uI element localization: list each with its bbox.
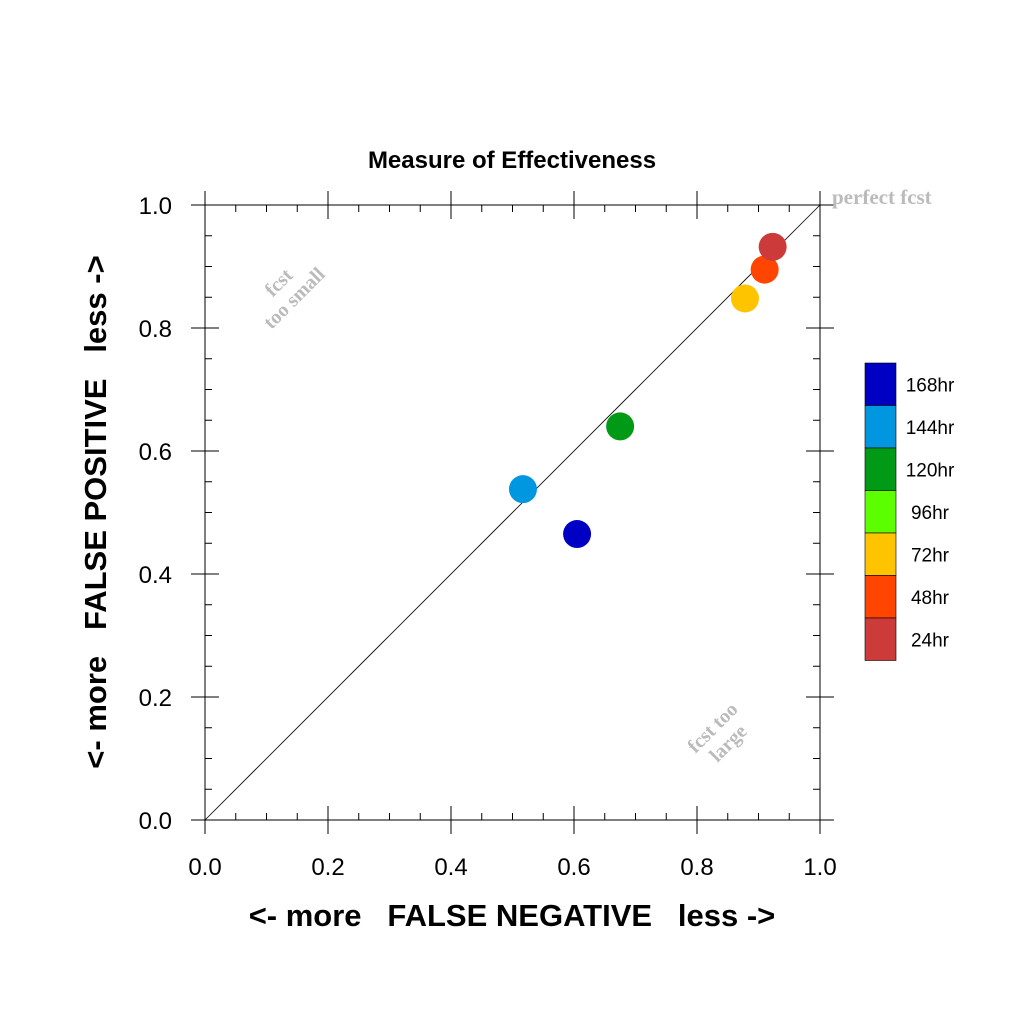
- perfect-forecast-diagonal: [204, 204, 821, 821]
- x-tick-label: 0.4: [434, 854, 467, 881]
- legend-label-168hr: 168hr: [906, 375, 955, 396]
- data-point-24hr: [758, 232, 787, 261]
- legend-swatch-96hr: [864, 490, 897, 534]
- data-point-168hr: [563, 520, 592, 549]
- data-point-48hr: [750, 255, 779, 284]
- legend-label-96hr: 96hr: [911, 503, 950, 524]
- annotation-fcst-too-small: fcst too small: [259, 263, 329, 333]
- y-tick-label: 0.6: [139, 439, 172, 466]
- annotation-perfect-fcst: perfect fcst: [832, 185, 932, 209]
- y-tick-label: 0.4: [139, 562, 172, 589]
- annotation-too-small-line2: too small: [259, 263, 329, 333]
- legend-label-72hr: 72hr: [911, 545, 950, 566]
- y-tick-label: 0.2: [139, 685, 172, 712]
- y-axis-label: <- more FALSE POSITIVE less ->: [78, 255, 113, 768]
- data-point-72hr: [730, 284, 759, 313]
- x-tick-label: 0.2: [311, 854, 344, 881]
- y-tick-label: 0.0: [139, 808, 172, 835]
- legend-swatch-168hr: [864, 362, 897, 406]
- legend-label-48hr: 48hr: [911, 588, 950, 609]
- annotation-fcst-too-large: fcst too large: [683, 698, 751, 766]
- legend-swatch-120hr: [864, 447, 897, 491]
- x-axis-label: <- more FALSE NEGATIVE less ->: [249, 898, 776, 933]
- data-point-120hr: [606, 412, 635, 441]
- x-tick-label: 0.8: [680, 854, 713, 881]
- x-tick-label: 0.0: [188, 854, 221, 881]
- y-tick-label: 0.8: [139, 316, 172, 343]
- x-tick-label: 1.0: [803, 854, 836, 881]
- chart-title: Measure of Effectiveness: [368, 147, 656, 174]
- legend-swatch-72hr: [864, 532, 897, 576]
- x-tick-label: 0.6: [557, 854, 590, 881]
- legend-swatch-144hr: [864, 405, 897, 449]
- legend-swatch-48hr: [864, 575, 897, 619]
- legend-label-24hr: 24hr: [911, 630, 950, 651]
- data-point-144hr: [508, 475, 537, 504]
- legend-label-120hr: 120hr: [906, 460, 955, 481]
- y-tick-label: 1.0: [139, 193, 172, 220]
- legend-swatch-24hr: [864, 617, 897, 661]
- legend-label-144hr: 144hr: [906, 418, 955, 439]
